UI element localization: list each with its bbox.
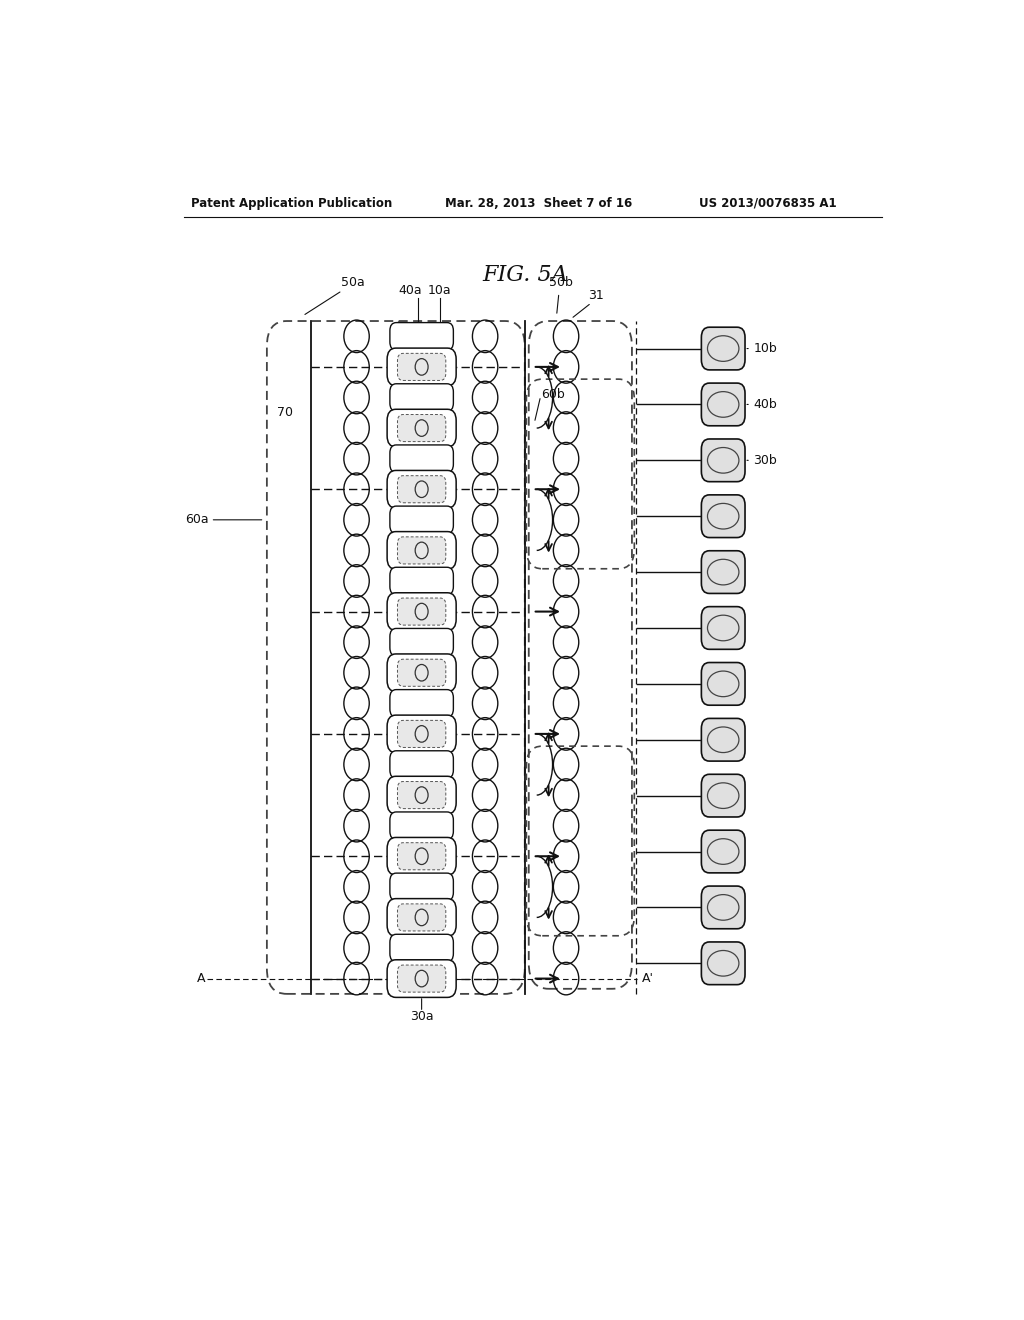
FancyBboxPatch shape xyxy=(397,354,445,380)
Text: 31: 31 xyxy=(589,289,604,302)
FancyBboxPatch shape xyxy=(397,537,445,564)
FancyBboxPatch shape xyxy=(397,904,445,931)
FancyBboxPatch shape xyxy=(387,470,456,508)
FancyBboxPatch shape xyxy=(390,935,454,962)
FancyBboxPatch shape xyxy=(387,409,456,447)
FancyBboxPatch shape xyxy=(701,440,745,482)
FancyBboxPatch shape xyxy=(387,899,456,936)
FancyBboxPatch shape xyxy=(701,495,745,537)
FancyBboxPatch shape xyxy=(701,550,745,594)
Text: 40b: 40b xyxy=(754,397,777,411)
FancyBboxPatch shape xyxy=(387,776,456,814)
Text: US 2013/0076835 A1: US 2013/0076835 A1 xyxy=(699,197,837,210)
Text: Mar. 28, 2013  Sheet 7 of 16: Mar. 28, 2013 Sheet 7 of 16 xyxy=(445,197,633,210)
FancyBboxPatch shape xyxy=(387,532,456,569)
Text: 60b: 60b xyxy=(541,388,564,401)
FancyBboxPatch shape xyxy=(387,348,456,385)
FancyBboxPatch shape xyxy=(390,751,454,779)
FancyBboxPatch shape xyxy=(397,414,445,442)
FancyBboxPatch shape xyxy=(397,842,445,870)
Text: 10b: 10b xyxy=(754,342,777,355)
FancyBboxPatch shape xyxy=(390,568,454,595)
FancyBboxPatch shape xyxy=(701,383,745,426)
FancyBboxPatch shape xyxy=(701,663,745,705)
FancyBboxPatch shape xyxy=(387,715,456,752)
FancyBboxPatch shape xyxy=(397,965,445,993)
Text: 50a: 50a xyxy=(341,276,365,289)
Text: 70: 70 xyxy=(278,407,293,420)
FancyBboxPatch shape xyxy=(701,327,745,370)
FancyBboxPatch shape xyxy=(701,886,745,929)
Text: A: A xyxy=(198,972,206,985)
FancyBboxPatch shape xyxy=(390,873,454,900)
FancyBboxPatch shape xyxy=(701,775,745,817)
FancyBboxPatch shape xyxy=(701,607,745,649)
FancyBboxPatch shape xyxy=(701,942,745,985)
Text: 40a: 40a xyxy=(398,284,422,297)
Text: Patent Application Publication: Patent Application Publication xyxy=(191,197,393,210)
FancyBboxPatch shape xyxy=(397,781,445,809)
FancyBboxPatch shape xyxy=(387,960,456,998)
FancyBboxPatch shape xyxy=(390,689,454,717)
FancyBboxPatch shape xyxy=(390,445,454,473)
FancyBboxPatch shape xyxy=(397,598,445,626)
FancyBboxPatch shape xyxy=(397,659,445,686)
FancyBboxPatch shape xyxy=(390,628,454,656)
FancyBboxPatch shape xyxy=(390,322,454,350)
FancyBboxPatch shape xyxy=(390,812,454,840)
Text: A': A' xyxy=(642,972,654,985)
Text: 60a: 60a xyxy=(185,513,209,527)
FancyBboxPatch shape xyxy=(390,506,454,533)
FancyBboxPatch shape xyxy=(397,721,445,747)
FancyBboxPatch shape xyxy=(701,830,745,873)
FancyBboxPatch shape xyxy=(387,837,456,875)
FancyBboxPatch shape xyxy=(387,593,456,631)
FancyBboxPatch shape xyxy=(387,653,456,692)
Text: 10a: 10a xyxy=(428,284,452,297)
FancyBboxPatch shape xyxy=(397,475,445,503)
Text: 50b: 50b xyxy=(549,276,572,289)
FancyBboxPatch shape xyxy=(701,718,745,762)
FancyBboxPatch shape xyxy=(390,384,454,412)
Text: FIG. 5A: FIG. 5A xyxy=(482,264,567,286)
Text: 30b: 30b xyxy=(754,454,777,467)
Text: 30a: 30a xyxy=(410,1010,433,1023)
